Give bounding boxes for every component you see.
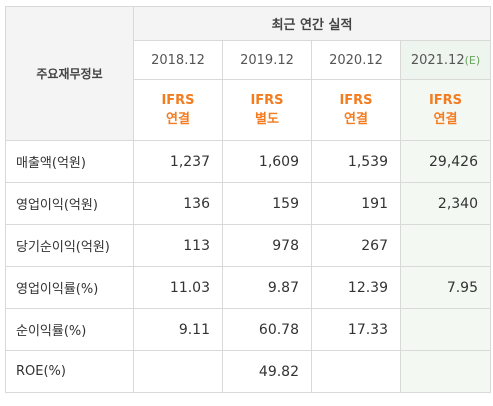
table-cell: 136 [133, 182, 223, 225]
table-cell: 11.03 [133, 266, 223, 309]
ifrs-label: IFRS [339, 93, 373, 108]
row-label: 매출액(억원) [5, 140, 134, 183]
table-cell: 12.39 [311, 266, 401, 309]
header-row-group: 주요재무정보 최근 연간 실적 [5, 6, 491, 141]
financial-summary-table: 주요재무정보 최근 연간 실적 2018.12 2019.12 2020.12 … [5, 6, 491, 393]
table-cell: 113 [133, 224, 223, 267]
header-row-types: IFRS 연결 IFRS 별도 IFRS 연결 IFRS 연결 [6, 79, 491, 141]
consolidation-label: 연결 [166, 112, 190, 127]
table-cell: 60.78 [222, 308, 312, 351]
table-cell: 49.82 [222, 350, 312, 393]
accounting-type-header: IFRS 연결 [133, 79, 223, 141]
table-cell: 978 [222, 224, 312, 267]
table-row-operating-margin: 영업이익률(%) 11.03 9.87 12.39 7.95 [5, 266, 491, 309]
estimate-mark: (E) [464, 53, 481, 67]
consolidation-label: 별도 [255, 112, 279, 127]
row-label: 영업이익(억원) [5, 182, 134, 225]
accounting-type-header: IFRS 연결 [311, 79, 401, 141]
table-cell: 267 [311, 224, 401, 267]
table-cell [400, 224, 491, 267]
header-row-years: 2018.12 2019.12 2020.12 2021.12(E) [6, 40, 491, 80]
table-row-operating-profit: 영업이익(억원) 136 159 191 2,340 [5, 182, 491, 225]
year-label: 2019.12 [240, 52, 294, 68]
row-label: 당기순이익(억원) [5, 224, 134, 267]
accounting-type-header: IFRS 별도 [222, 79, 312, 141]
year-label: 2020.12 [329, 52, 383, 68]
table-cell [311, 350, 401, 393]
row-label: 영업이익률(%) [5, 266, 134, 309]
consolidation-label: 연결 [344, 112, 368, 127]
table-cell: 1,539 [311, 140, 401, 183]
ifrs-label: IFRS [428, 93, 463, 108]
annual-results-header: 최근 연간 실적 [133, 6, 491, 41]
table-cell: 17.33 [311, 308, 401, 351]
table-row-net-margin: 순이익률(%) 9.11 60.78 17.33 [5, 308, 491, 351]
year-header: 2019.12 [222, 40, 312, 80]
table-cell: 1,237 [133, 140, 223, 183]
table-row-revenue: 매출액(억원) 1,237 1,609 1,539 29,426 [5, 140, 491, 183]
table-cell [400, 308, 491, 351]
table-cell [133, 350, 223, 393]
year-label: 2021.12 [410, 52, 465, 68]
year-header: 2020.12 [311, 40, 401, 80]
table-cell: 159 [222, 182, 312, 225]
table-cell [400, 350, 491, 393]
table-cell: 9.11 [133, 308, 223, 351]
table-cell: 7.95 [400, 266, 491, 309]
table-cell: 2,340 [400, 182, 491, 225]
table-row-roe: ROE(%) 49.82 [5, 350, 491, 393]
year-header-estimate: 2021.12(E) [400, 40, 491, 80]
year-label: 2018.12 [151, 52, 205, 68]
ifrs-label: IFRS [161, 93, 195, 108]
accounting-type-header: IFRS 연결 [400, 79, 491, 141]
table-cell: 191 [311, 182, 401, 225]
row-label: 순이익률(%) [5, 308, 134, 351]
table-row-net-income: 당기순이익(억원) 113 978 267 [5, 224, 491, 267]
main-financial-info-header: 주요재무정보 [5, 6, 134, 141]
table-cell: 29,426 [400, 140, 491, 183]
row-label: ROE(%) [5, 350, 134, 393]
ifrs-label: IFRS [250, 93, 284, 108]
consolidation-label: 연결 [433, 112, 458, 127]
year-header: 2018.12 [133, 40, 223, 80]
table-cell: 1,609 [222, 140, 312, 183]
table-cell: 9.87 [222, 266, 312, 309]
